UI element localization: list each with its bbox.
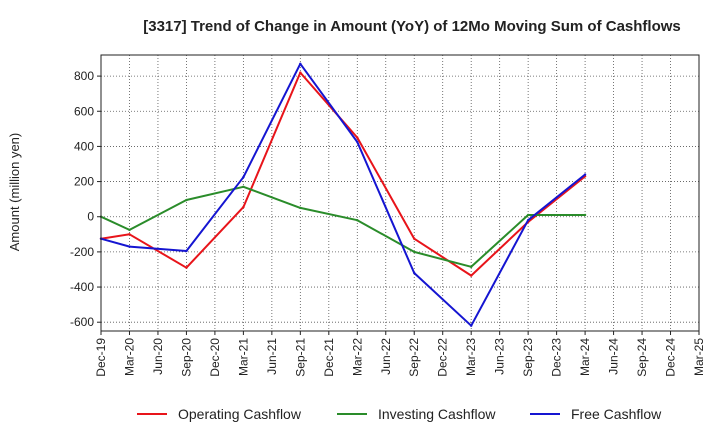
data-point (185, 249, 188, 253)
legend-label: Operating Cashflow (178, 406, 302, 422)
data-point (185, 198, 188, 202)
series-line-free-cashflow (100, 62, 586, 327)
x-tick-label: Sep-22 (407, 338, 421, 377)
x-axis: Dec-19 Mar-20 Jun-20 Sep-20 Dec-20 Mar-21 Jun-… (94, 331, 706, 377)
x-tick-label: Jun-22 (379, 338, 393, 375)
x-tick-label: Mar-23 (464, 338, 478, 376)
data-point (413, 271, 416, 275)
x-tick-label: Sep-20 (179, 338, 193, 377)
data-point (242, 205, 245, 209)
x-tick-label: Jun-21 (265, 338, 279, 375)
x-tick-label: Dec-23 (550, 338, 564, 377)
y-tick-label: 400 (74, 139, 94, 153)
x-tick-label: Dec-22 (436, 338, 450, 377)
y-axis-label: Amount (million yen) (7, 133, 22, 252)
data-point (526, 213, 530, 217)
legend: Operating Cashflow Investing Cashflow Free… (137, 406, 662, 422)
data-point (356, 136, 359, 139)
legend-label: Free Cashflow (571, 406, 662, 422)
data-point (356, 219, 359, 222)
series-line-investing-cashflow (100, 185, 586, 268)
y-tick-label: -200 (70, 245, 94, 259)
data-point (413, 250, 416, 254)
x-tick-label: Sep-24 (635, 338, 649, 377)
y-tick-label: 600 (74, 104, 94, 118)
y-tick-label: 800 (74, 69, 94, 83)
series-layer (99, 62, 587, 327)
data-point (242, 185, 245, 189)
x-tick-label: Dec-24 (664, 338, 678, 377)
data-point (299, 71, 302, 74)
x-tick-label: Mar-24 (578, 338, 592, 376)
data-point (583, 213, 587, 217)
data-point (526, 219, 530, 222)
x-tick-label: Mar-25 (692, 338, 706, 376)
data-point (469, 324, 473, 327)
data-point (583, 173, 587, 176)
x-tick-label: Mar-21 (236, 338, 250, 376)
x-tick-label: Jun-24 (607, 338, 621, 375)
y-tick-label: -400 (70, 280, 94, 294)
legend-item: Investing Cashflow (337, 406, 496, 422)
data-point (356, 140, 359, 144)
x-tick-label: Dec-20 (208, 338, 222, 377)
x-tick-label: Dec-21 (322, 338, 336, 377)
legend-item: Operating Cashflow (137, 406, 302, 422)
y-axis: -600 -400 -200 0 200 400 600 800 (70, 69, 101, 329)
x-tick-label: Jun-23 (493, 338, 507, 375)
plot-area (100, 54, 700, 332)
x-tick-label: Dec-19 (94, 338, 108, 377)
grid (100, 55, 700, 331)
x-tick-label: Mar-20 (122, 338, 136, 376)
data-point (469, 274, 473, 277)
data-point (128, 245, 131, 248)
data-point (469, 265, 473, 269)
legend-label: Investing Cashflow (378, 406, 496, 422)
data-point (299, 62, 302, 65)
data-point (128, 233, 131, 236)
data-point (299, 206, 302, 210)
data-point (242, 175, 245, 179)
x-tick-label: Sep-21 (293, 338, 307, 377)
legend-item: Free Cashflow (530, 406, 662, 422)
y-tick-label: 200 (74, 175, 94, 189)
y-tick-label: 0 (87, 210, 94, 224)
data-point (185, 266, 188, 269)
data-point (128, 228, 131, 232)
chart-title: [3317] Trend of Change in Amount (YoY) o… (143, 18, 681, 35)
x-tick-label: Mar-22 (350, 338, 364, 376)
series-line-operating-cashflow (100, 71, 586, 277)
x-tick-label: Sep-23 (521, 338, 535, 377)
x-tick-label: Jun-20 (151, 338, 165, 375)
data-point (413, 237, 416, 240)
y-tick-label: -600 (70, 315, 94, 329)
